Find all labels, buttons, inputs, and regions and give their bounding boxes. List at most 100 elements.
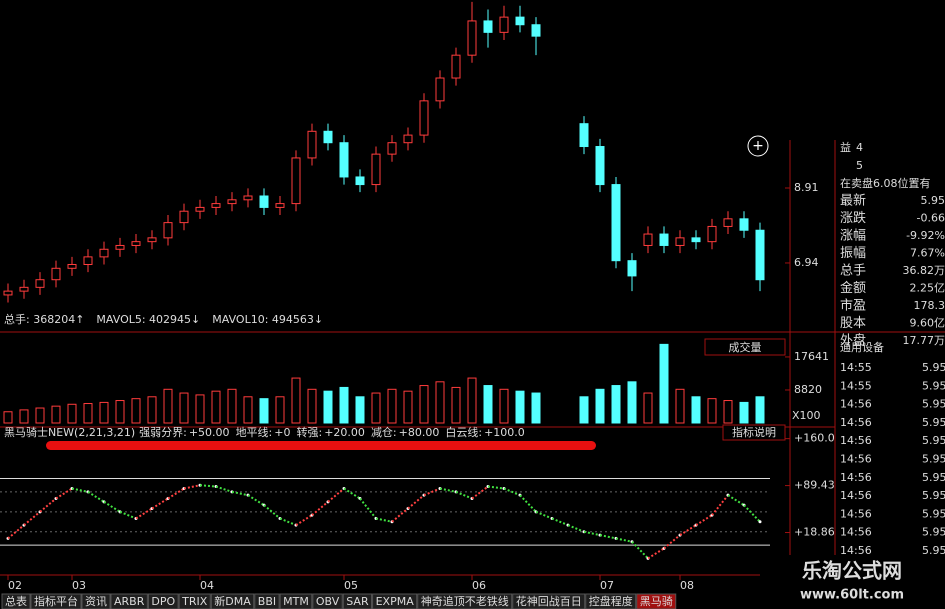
candle-body: [3, 290, 13, 296]
candle-body: [99, 248, 109, 258]
candle-body: [211, 203, 221, 208]
indicator-segment: [727, 494, 745, 507]
candle-body: [595, 146, 605, 186]
tab[interactable]: [81, 593, 111, 609]
indicator-segment: [583, 530, 601, 537]
unit-label: X100: [792, 409, 821, 422]
quote-value: 7.67%: [910, 247, 945, 260]
volume-bar: [691, 396, 701, 424]
volume-bar: [707, 398, 717, 424]
level-name: 地平线:: [236, 425, 273, 439]
tab[interactable]: [30, 593, 82, 609]
volume-bar: [595, 388, 605, 424]
candle-body: [371, 153, 381, 186]
quote-note: 在卖盘6.08位置有: [840, 176, 931, 190]
level-label: +80.00: [399, 426, 440, 439]
candle-body: [515, 16, 525, 26]
candle-body: [483, 20, 493, 33]
trade-time: 14:56: [840, 434, 872, 447]
level-name: 白云线:: [445, 425, 482, 439]
tab[interactable]: [372, 593, 418, 609]
y-tick-label: 8820: [794, 383, 822, 396]
volume-bar: [131, 398, 141, 424]
indicator-point: [758, 520, 762, 524]
indicator-segment: [359, 497, 377, 520]
volume-bar: [291, 377, 301, 424]
indicator-segment: [695, 514, 713, 526]
candle-body: [659, 233, 669, 246]
indicator-segment: [87, 491, 105, 503]
tab[interactable]: [312, 593, 343, 609]
panel-button[interactable]: [722, 424, 786, 441]
quote-value: 36.82万: [903, 264, 945, 277]
watermark-box: [760, 555, 945, 607]
indicator-segment: [487, 485, 505, 490]
volume-bar: [35, 407, 45, 424]
trade-price: 5.95: [922, 489, 945, 502]
level-label: +100.0: [484, 426, 525, 439]
tab[interactable]: [210, 593, 255, 609]
tab[interactable]: [178, 593, 211, 609]
candle-body: [627, 260, 637, 277]
quote-label: 涨跌: [840, 210, 866, 226]
tab[interactable]: [342, 593, 373, 609]
tab[interactable]: [417, 593, 513, 609]
panel-button-label: 成交量: [729, 340, 762, 354]
trade-price: 5.95: [922, 398, 945, 411]
panel-button-label: 指标说明: [732, 425, 776, 439]
candle-body: [531, 24, 541, 37]
trade-time: 14:56: [840, 507, 872, 520]
tab[interactable]: [147, 593, 179, 609]
volume-bar: [387, 388, 397, 424]
tab[interactable]: [585, 593, 637, 609]
trade-price: 5.95: [922, 526, 945, 539]
x-tick-label: 07: [600, 579, 614, 592]
indicator-segment: [215, 485, 233, 493]
candle-body: [275, 203, 285, 208]
trade-time: 14:56: [840, 416, 872, 429]
level-name: 强弱分界:: [139, 426, 187, 439]
candle-body: [435, 77, 445, 102]
tab[interactable]: [512, 593, 586, 609]
tab[interactable]: [254, 593, 280, 609]
quote-label: 外盘: [840, 333, 866, 349]
trade-time: 14:56: [840, 453, 872, 466]
indicator-segment: [7, 524, 25, 540]
tab[interactable]: [1, 593, 31, 609]
tab[interactable]: [636, 593, 677, 609]
volume-bar: [371, 392, 381, 424]
add-button[interactable]: [747, 135, 769, 157]
watermark-url: www.60lt.com: [800, 588, 904, 603]
indicator-segment: [167, 487, 185, 500]
volume-bar: [611, 385, 621, 424]
level-label: +0: [274, 426, 290, 439]
indicator-segment: [375, 517, 393, 523]
tab[interactable]: [110, 593, 148, 609]
tab-label: MTM: [283, 595, 309, 608]
y-tick-label: +18.86: [794, 526, 835, 539]
tab[interactable]: [279, 593, 313, 609]
trade-time: 14:56: [840, 544, 872, 557]
indicator-segment: [327, 487, 345, 503]
trade-price: 5.95: [922, 544, 945, 557]
candle-body: [755, 229, 765, 281]
y-tick-label: +89.43: [794, 479, 835, 492]
tab-label: 新DMA: [214, 594, 251, 608]
panel-button[interactable]: [704, 338, 786, 356]
x-tick-label: 08: [680, 579, 694, 592]
candle-body: [67, 263, 77, 269]
candle-body: [611, 184, 621, 262]
volume-bar: [755, 396, 765, 424]
indicator-segment: [151, 497, 169, 510]
quote-head: 益: [840, 140, 851, 154]
tab-label: 资讯: [85, 595, 107, 608]
indicator-segment: [391, 507, 409, 523]
level-name: 转强:: [297, 425, 323, 439]
tab-label: 总表: [5, 594, 27, 608]
volume-bar: [451, 386, 461, 424]
tab-label: 黑马骑: [640, 595, 673, 608]
volume-bar: [499, 388, 509, 424]
quote-label: 最新: [840, 193, 866, 209]
indicator-segment: [343, 487, 361, 500]
